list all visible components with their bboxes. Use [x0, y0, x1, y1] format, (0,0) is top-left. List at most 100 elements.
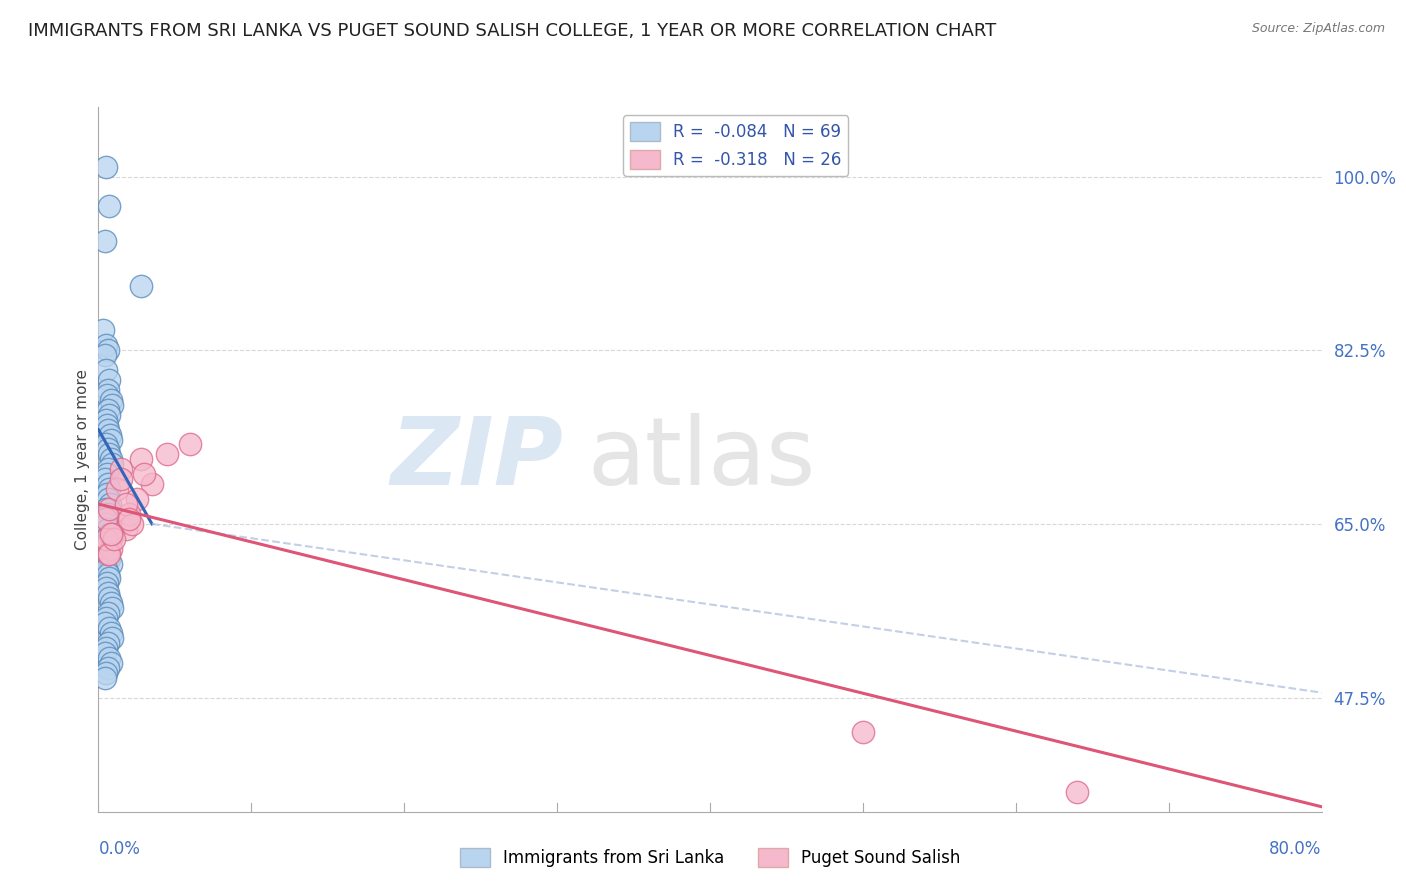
Point [156, 447, 179, 461]
Point [100, 392, 122, 407]
Text: 80.0%: 80.0% [1270, 840, 1322, 858]
Point [134, 467, 156, 482]
Point [129, 452, 152, 467]
Point [97, 492, 120, 507]
Point [179, 437, 201, 451]
Point [96, 537, 118, 551]
Legend: Immigrants from Sri Lanka, Puget Sound Salish: Immigrants from Sri Lanka, Puget Sound S… [453, 841, 967, 874]
Point [100, 452, 122, 467]
Point [98, 199, 121, 213]
Point [852, 725, 875, 739]
Point [100, 626, 122, 640]
Point [94, 582, 117, 596]
Point [1066, 785, 1088, 799]
Point [96, 467, 118, 482]
Point [97, 566, 120, 581]
Point [94, 472, 117, 486]
Point [96, 388, 118, 402]
Point [101, 458, 124, 472]
Point [94, 532, 117, 546]
Point [94, 412, 117, 426]
Point [98, 497, 121, 511]
Point [97, 661, 120, 675]
Point [100, 656, 122, 670]
Point [110, 472, 132, 486]
Point [97, 547, 120, 561]
Point [98, 621, 121, 635]
Point [96, 576, 118, 591]
Point [94, 516, 117, 531]
Text: IMMIGRANTS FROM SRI LANKA VS PUGET SOUND SALISH COLLEGE, 1 YEAR OR MORE CORRELAT: IMMIGRANTS FROM SRI LANKA VS PUGET SOUND… [28, 22, 997, 40]
Point [100, 526, 122, 541]
Point [93, 616, 115, 631]
Point [98, 502, 121, 516]
Point [121, 516, 143, 531]
Point [97, 423, 120, 437]
Point [97, 442, 120, 457]
Point [118, 512, 141, 526]
Point [97, 586, 120, 600]
Point [94, 512, 117, 526]
Text: ZIP: ZIP [391, 413, 564, 506]
Point [98, 526, 121, 541]
Point [98, 651, 121, 665]
Point [97, 477, 120, 491]
Point [93, 234, 115, 248]
Point [91, 323, 114, 337]
Point [97, 522, 120, 536]
Text: 0.0%: 0.0% [98, 840, 141, 858]
Point [93, 512, 115, 526]
Point [98, 482, 121, 496]
Point [93, 348, 115, 362]
Point [100, 541, 122, 556]
Point [94, 363, 117, 377]
Point [100, 532, 122, 546]
Point [101, 601, 124, 615]
Point [101, 631, 124, 645]
Point [129, 278, 152, 293]
Point [94, 547, 117, 561]
Point [98, 408, 121, 422]
Point [101, 398, 124, 412]
Point [118, 507, 141, 521]
Text: atlas: atlas [588, 413, 815, 506]
Point [100, 557, 122, 571]
Point [101, 526, 124, 541]
Point [97, 462, 120, 476]
Point [96, 417, 118, 432]
Point [97, 402, 120, 417]
Point [115, 497, 138, 511]
Point [97, 507, 120, 521]
Point [98, 591, 121, 606]
Point [97, 537, 120, 551]
Point [97, 636, 120, 650]
Text: Source: ZipAtlas.com: Source: ZipAtlas.com [1251, 22, 1385, 36]
Point [94, 502, 117, 516]
Point [94, 437, 117, 451]
Point [94, 160, 117, 174]
Point [141, 477, 163, 491]
Point [94, 338, 117, 352]
Point [98, 572, 121, 586]
Point [98, 373, 121, 387]
Point [97, 383, 120, 397]
Point [100, 596, 122, 610]
Point [93, 671, 115, 685]
Point [97, 541, 120, 556]
Y-axis label: College, 1 year or more: College, 1 year or more [75, 369, 90, 549]
Point [110, 462, 132, 476]
Point [97, 606, 120, 620]
Point [98, 551, 121, 566]
Point [105, 482, 128, 496]
Point [93, 646, 115, 660]
Point [98, 447, 121, 461]
Point [94, 665, 117, 680]
Point [94, 561, 117, 575]
Point [97, 343, 120, 358]
Point [98, 427, 121, 442]
Point [103, 532, 125, 546]
Point [94, 611, 117, 625]
Point [98, 547, 121, 561]
Point [94, 640, 117, 655]
Point [96, 487, 118, 501]
